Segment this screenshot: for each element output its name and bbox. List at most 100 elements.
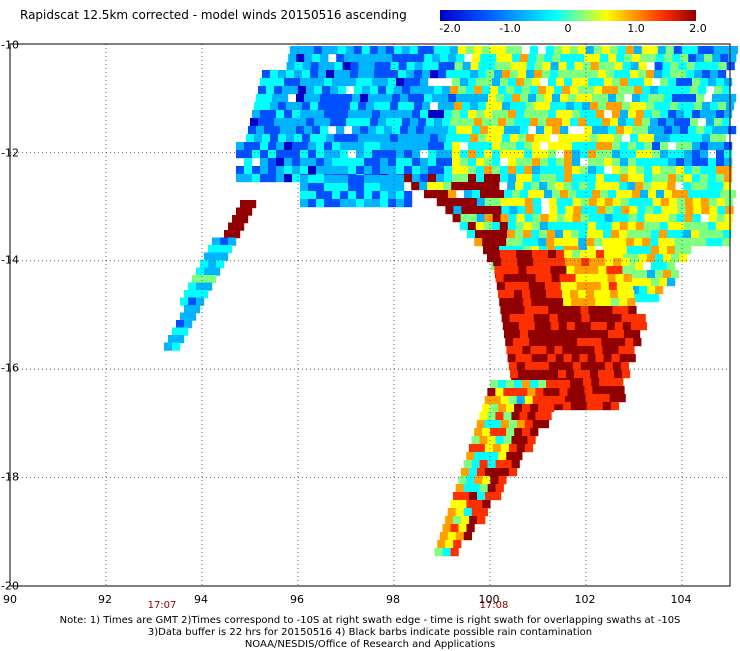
swath-cell: [591, 378, 600, 387]
swath-cell: [660, 214, 669, 223]
swath-cell: [533, 258, 542, 267]
swath-cell: [548, 78, 557, 87]
swath-cell: [692, 166, 701, 175]
swath-cell: [643, 182, 652, 191]
swath-cell: [580, 306, 589, 315]
swath-cell: [589, 206, 598, 215]
swath-cell: [455, 484, 464, 493]
swath-cell: [602, 290, 611, 299]
swath-cell: [566, 102, 575, 111]
swath-cell: [356, 166, 365, 175]
swath-cell: [302, 62, 311, 71]
swath-cell: [298, 86, 307, 95]
swath-cell: [611, 230, 620, 239]
swath-cell: [476, 158, 485, 167]
swath-cell: [622, 370, 631, 379]
swath-cell: [714, 86, 723, 95]
swath-cell: [508, 158, 517, 167]
swath-cell: [628, 150, 637, 159]
swath-cell: [364, 183, 373, 192]
swath-cell: [628, 306, 637, 315]
swath-cell: [484, 158, 493, 167]
swath-cell: [599, 378, 608, 387]
swath-cell: [264, 94, 273, 103]
swath-cell: [704, 190, 713, 199]
swath-cell: [604, 250, 613, 259]
swath-cell: [498, 452, 507, 461]
swath-cell: [404, 174, 413, 183]
swath-cell: [620, 362, 629, 371]
swath-cell: [390, 102, 399, 111]
swath-cell: [448, 126, 457, 135]
swath-cell: [594, 290, 603, 299]
swath-cell: [409, 46, 418, 55]
lat-tick: -14: [1, 253, 19, 267]
swath-cell: [284, 166, 293, 175]
swath-cell: [374, 70, 383, 79]
swath-cell: [396, 199, 405, 208]
swath-cell: [380, 183, 389, 192]
swath-cell: [536, 282, 545, 291]
swath-cell: [506, 452, 515, 461]
swath-cell: [512, 330, 521, 339]
swath-cell: [555, 298, 564, 307]
swath-cell: [479, 508, 488, 517]
swath-cell: [300, 175, 309, 184]
swath-cell: [630, 70, 639, 79]
swath-cell: [479, 484, 488, 493]
swath-cell: [531, 298, 540, 307]
swath-cell: [345, 46, 354, 55]
swath-cell: [548, 362, 557, 371]
swath-cell: [728, 94, 737, 103]
swath-cell: [539, 230, 548, 239]
swath-cell: [558, 370, 567, 379]
swath-cell: [688, 54, 697, 63]
swath-cell: [418, 86, 427, 95]
swath-cell: [548, 142, 557, 151]
swath-cell: [532, 396, 541, 405]
swath-cell: [668, 198, 677, 207]
swath-cell: [368, 94, 377, 103]
swath-cell: [686, 62, 695, 71]
swath-cell: [542, 134, 551, 143]
swath-cell: [204, 267, 213, 276]
swath-cell: [276, 110, 285, 119]
swath-cell: [602, 402, 611, 411]
swath-cell: [514, 452, 523, 461]
swath-cell: [380, 142, 389, 151]
swath-cell: [366, 102, 375, 111]
swath-cell: [463, 460, 472, 469]
swath-cell: [618, 346, 627, 355]
swath-cell: [438, 70, 447, 79]
swath-cell: [561, 394, 570, 403]
swath-cell: [538, 346, 547, 355]
swath-cell: [506, 380, 515, 389]
swath-cell: [524, 250, 533, 259]
swath-cell: [448, 94, 457, 103]
swath-cell: [470, 134, 479, 143]
lat-tick: -16: [1, 361, 19, 375]
swath-cell: [606, 370, 615, 379]
swath-cell: [262, 134, 271, 143]
swath-cell: [541, 314, 550, 323]
swath-cell: [442, 524, 451, 533]
swath-cell: [571, 298, 580, 307]
swath-cell: [324, 191, 333, 200]
swath-cell: [422, 62, 431, 71]
swath-cell: [605, 258, 614, 267]
swath-cell: [632, 126, 641, 135]
swath-cell: [523, 230, 532, 239]
swath-cell: [477, 492, 486, 501]
swath-cell: [332, 199, 341, 208]
swath-cell: [662, 102, 671, 111]
swath-cell: [632, 190, 641, 199]
colorbar-tick: -2.0: [439, 22, 461, 35]
swath-cell: [665, 46, 674, 55]
swath-cell: [453, 540, 462, 549]
swath-cell: [364, 166, 373, 175]
swath-cell: [643, 278, 652, 287]
swath-cell: [619, 246, 628, 255]
swath-cell: [580, 166, 589, 175]
swath-cell: [424, 126, 433, 135]
swath-cell: [366, 70, 375, 79]
